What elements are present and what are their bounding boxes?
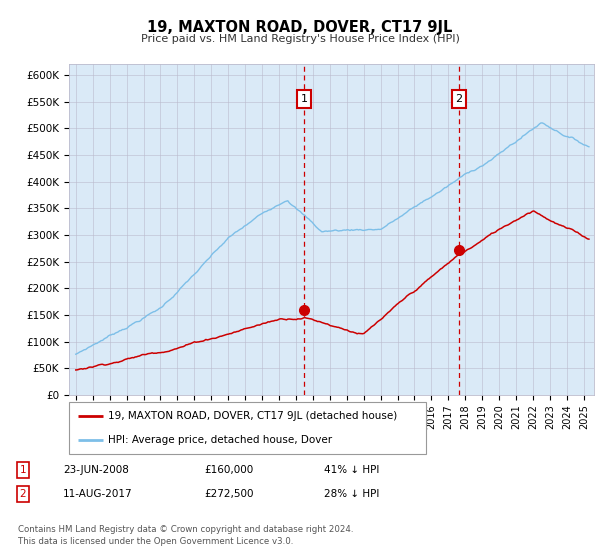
Text: Price paid vs. HM Land Registry's House Price Index (HPI): Price paid vs. HM Land Registry's House … bbox=[140, 34, 460, 44]
Text: 1: 1 bbox=[19, 465, 26, 475]
Text: HPI: Average price, detached house, Dover: HPI: Average price, detached house, Dove… bbox=[108, 435, 332, 445]
Text: 19, MAXTON ROAD, DOVER, CT17 9JL (detached house): 19, MAXTON ROAD, DOVER, CT17 9JL (detach… bbox=[108, 411, 398, 421]
FancyBboxPatch shape bbox=[69, 402, 426, 454]
Text: Contains HM Land Registry data © Crown copyright and database right 2024.
This d: Contains HM Land Registry data © Crown c… bbox=[18, 525, 353, 546]
Text: 11-AUG-2017: 11-AUG-2017 bbox=[63, 489, 133, 499]
Text: 41% ↓ HPI: 41% ↓ HPI bbox=[324, 465, 379, 475]
Text: 23-JUN-2008: 23-JUN-2008 bbox=[63, 465, 129, 475]
Text: £160,000: £160,000 bbox=[204, 465, 253, 475]
Text: 2: 2 bbox=[19, 489, 26, 499]
Text: £272,500: £272,500 bbox=[204, 489, 254, 499]
Text: 19, MAXTON ROAD, DOVER, CT17 9JL: 19, MAXTON ROAD, DOVER, CT17 9JL bbox=[148, 20, 452, 35]
Text: 28% ↓ HPI: 28% ↓ HPI bbox=[324, 489, 379, 499]
Text: 2: 2 bbox=[455, 94, 462, 104]
Text: 1: 1 bbox=[301, 94, 308, 104]
